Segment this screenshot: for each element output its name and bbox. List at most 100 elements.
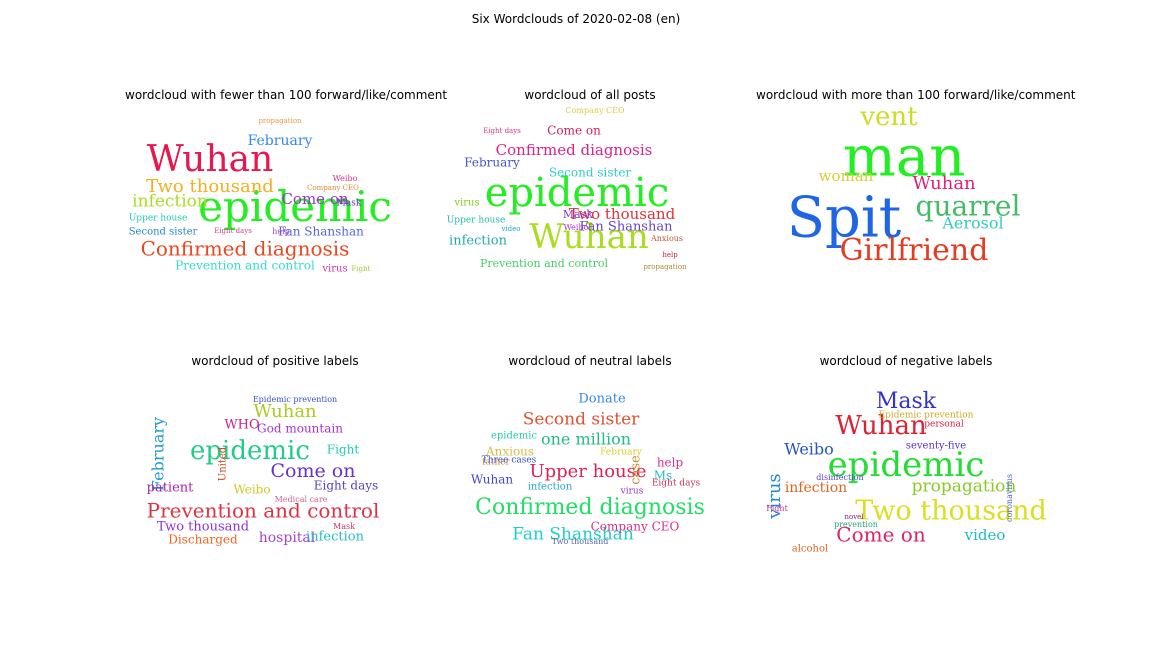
word-virus: virus bbox=[321, 264, 347, 275]
word-come-on: Come on bbox=[836, 523, 926, 547]
word-epidemic: epidemic bbox=[198, 182, 392, 231]
wordcloud-panel-3: wordcloud with more than 100 forward/lik… bbox=[756, 88, 1076, 288]
wordcloud-panel-5: wordcloud of neutral labels Confirmed dia… bbox=[440, 354, 740, 554]
word-infection: infection bbox=[449, 234, 508, 249]
word-anxious: Anxious bbox=[485, 445, 534, 459]
word-help: help bbox=[662, 251, 678, 259]
word-two-thousand: Two thousand bbox=[157, 520, 249, 535]
word-united: United bbox=[218, 446, 229, 481]
wordcloud-canvas: epidemic Prevention and control Come on Wuh… bbox=[147, 395, 380, 547]
word-man: man bbox=[843, 125, 966, 190]
word-come-on: Come on bbox=[281, 190, 348, 208]
word-upper-house: Upper house bbox=[447, 216, 506, 226]
word-seventy-five: seventy-five bbox=[906, 441, 966, 452]
word-weibo: Weibo bbox=[233, 483, 270, 497]
word-one-million: one million bbox=[541, 430, 631, 449]
word-who: WHO bbox=[224, 418, 259, 433]
word-upper-house: Upper house bbox=[129, 214, 188, 224]
wordcloud-title: wordcloud of neutral labels bbox=[508, 354, 672, 368]
wordcloud-title: wordcloud with fewer than 100 forward/li… bbox=[125, 88, 448, 102]
wordcloud-title: wordcloud with more than 100 forward/lik… bbox=[756, 88, 1076, 102]
word-god-mountain: God mountain bbox=[257, 422, 343, 436]
word-weibo: Weibo bbox=[333, 174, 358, 183]
word-epidemic: epidemic bbox=[190, 436, 310, 466]
word-personal: personal bbox=[924, 420, 964, 430]
word-video: video bbox=[964, 526, 1006, 544]
word-propagation: propagation bbox=[258, 117, 302, 125]
word-come-on: Come on bbox=[271, 460, 356, 482]
word-wuhan: Wuhan bbox=[835, 411, 927, 441]
word-mask: Mask bbox=[333, 522, 355, 531]
word-eight-days: Eight days bbox=[483, 127, 521, 135]
word-fight: Fight bbox=[327, 443, 360, 457]
word-company-ceo: Company CEO bbox=[565, 106, 625, 115]
word-fan-shanshan: Fan Shanshan bbox=[580, 220, 674, 235]
wordcloud-panel-2: wordcloud of all posts epidemic Wuhan Confi… bbox=[440, 88, 740, 288]
word-propagation: propagation bbox=[643, 263, 687, 271]
word-epidemic: epidemic bbox=[491, 431, 538, 442]
word-woman: woman bbox=[819, 167, 874, 185]
word-mask: Mask bbox=[876, 389, 937, 414]
word-mask: Mask bbox=[337, 199, 362, 209]
word-anxious: Anxious bbox=[650, 234, 683, 243]
word-second-sister: Second sister bbox=[549, 166, 632, 180]
word-fight: Fight bbox=[766, 504, 788, 513]
word-prevention-and-control: Prevention and control bbox=[147, 499, 380, 523]
word-two-thousand: Two thousand bbox=[855, 496, 1047, 527]
word-weibo: Weibo bbox=[564, 223, 589, 232]
word-prevention: prevention bbox=[834, 520, 878, 529]
word-aerosol: Aerosol bbox=[941, 214, 1003, 233]
word-propagation: propagation bbox=[912, 477, 1017, 497]
word-girlfriend: Girlfriend bbox=[840, 233, 989, 268]
word-virus: virus bbox=[764, 473, 785, 519]
word-eight-days: Eight days bbox=[314, 479, 378, 493]
figure-title: Six Wordclouds of 2020-02-08 (en) bbox=[471, 12, 681, 26]
word-eight-days: Eight days bbox=[652, 479, 701, 489]
word-ms: Ms bbox=[654, 469, 672, 483]
wordcloud-title: wordcloud of all posts bbox=[524, 88, 656, 102]
word-donate: Donate bbox=[578, 392, 626, 407]
word-company-ceo: Company CEO bbox=[591, 520, 680, 534]
word-patient: patient bbox=[147, 481, 195, 496]
word-mask: Mask bbox=[563, 208, 593, 221]
word-novel: novel bbox=[844, 513, 864, 521]
word-help: help bbox=[657, 456, 684, 470]
wordcloud-panel-6: wordcloud of negative labels epidemic Two … bbox=[756, 354, 1056, 554]
wordcloud-panel-1: wordcloud with fewer than 100 forward/li… bbox=[125, 88, 448, 288]
word-epidemic: epidemic bbox=[485, 170, 669, 216]
word-epidemic: epidemic bbox=[828, 445, 985, 485]
word-february: February bbox=[464, 156, 520, 170]
word-come-on: Come on bbox=[547, 124, 601, 138]
word-three-cases: Three cases bbox=[482, 456, 537, 466]
wordcloud-canvas: Confirmed diagnosis Upper house Fan Shansh… bbox=[471, 392, 705, 547]
word-case: case bbox=[629, 455, 644, 485]
word-fan-shanshan: Fan Shanshan bbox=[278, 225, 364, 239]
word-upper-house: Upper house bbox=[529, 461, 646, 482]
word-confirmed-diagnosis: Confirmed diagnosis bbox=[141, 237, 350, 261]
word-company-ceo: Company CEO bbox=[307, 184, 359, 192]
word-help: help bbox=[272, 227, 290, 236]
word-epidemic-prevention: Epidemic prevention bbox=[879, 411, 974, 421]
word-wuhan: Wuhan bbox=[471, 473, 513, 487]
word-weibo: Weibo bbox=[784, 440, 834, 459]
word-father: father bbox=[482, 458, 510, 468]
word-disinfection: disinfection bbox=[816, 473, 863, 482]
word-fight: Fight bbox=[352, 265, 371, 273]
word-fan-shanshan: Fan Shanshan bbox=[512, 525, 634, 545]
word-virus: virus bbox=[453, 198, 479, 209]
word-two-thousand: Two thousand bbox=[552, 537, 609, 546]
word-alcohol: alcohol bbox=[792, 544, 828, 555]
word-wuhan: Wuhan bbox=[912, 173, 976, 194]
word-two-thousand: Two thousand bbox=[146, 176, 274, 197]
word-hospital: hospital bbox=[259, 530, 316, 546]
word-vent: vent bbox=[859, 106, 918, 132]
word-virus: virus bbox=[620, 487, 644, 497]
word-medical-care: Medical care bbox=[275, 495, 328, 504]
wordcloud-panel-4: wordcloud of positive labels epidemic Prev… bbox=[125, 354, 425, 554]
word-wuhan: Wuhan bbox=[147, 139, 274, 180]
word-discharged: Discharged bbox=[168, 533, 238, 547]
word-infection: infection bbox=[528, 482, 573, 493]
